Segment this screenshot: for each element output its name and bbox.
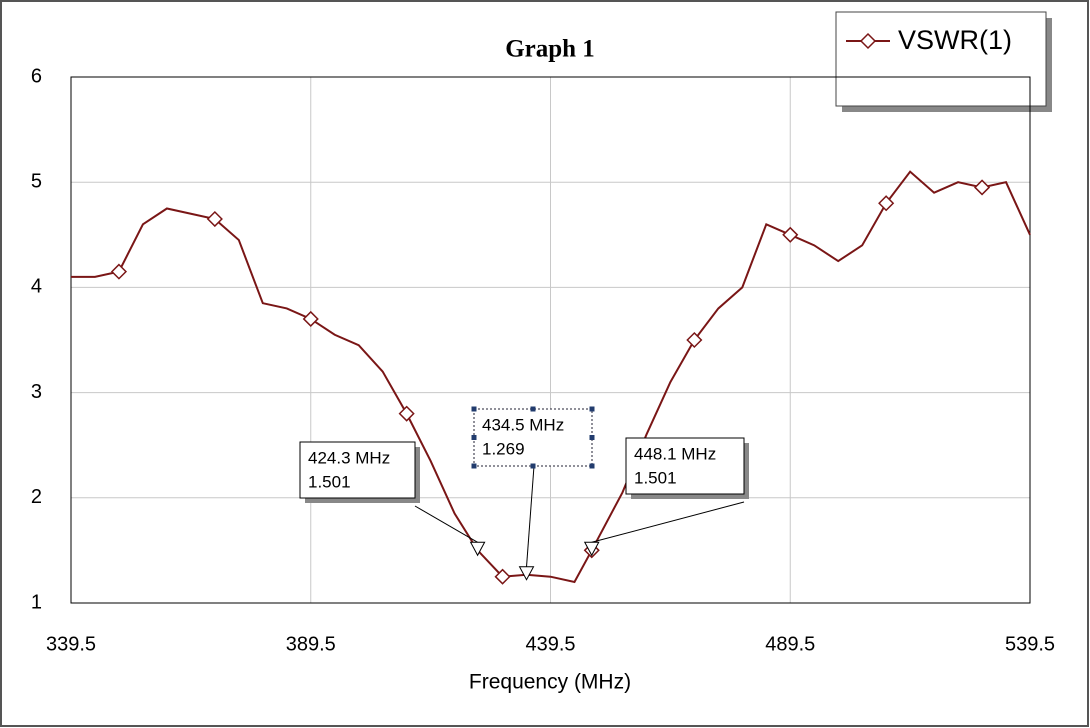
callout-value: 1.269: [482, 439, 525, 458]
selection-handle: [530, 406, 536, 412]
callout-leader: [526, 465, 535, 567]
selection-handle: [589, 406, 595, 412]
x-tick-label: 489.5: [765, 633, 815, 655]
callout-frequency: 448.1 MHz: [634, 444, 716, 463]
callout-value: 1.501: [634, 468, 677, 487]
selection-handle: [530, 463, 536, 469]
y-tick-label: 1: [31, 591, 42, 613]
callout-box: [625, 437, 745, 495]
x-tick-label: 539.5: [1005, 633, 1055, 655]
point-marker: [110, 263, 128, 280]
y-tick-label: 2: [31, 486, 42, 508]
selection-handle: [471, 435, 477, 440]
callout-box: [299, 441, 416, 499]
marker-triangle: [583, 541, 600, 557]
point-marker: [782, 226, 799, 243]
series-line: [71, 170, 1031, 584]
x-tick-label: 389.5: [286, 633, 336, 655]
marker-triangle: [469, 541, 486, 557]
point-marker: [206, 210, 223, 228]
selection-handle: [589, 435, 595, 440]
selection-handle: [471, 406, 477, 412]
selection-handle: [589, 463, 595, 469]
point-marker: [494, 568, 511, 585]
point-marker: [878, 195, 895, 212]
chart-title: Graph 1: [505, 36, 595, 63]
x-tick-label: 339.5: [46, 633, 96, 655]
marker-triangle: [518, 566, 535, 581]
point-marker: [973, 179, 991, 196]
legend-label: VSWR(1): [898, 25, 1012, 55]
callout-frequency: 434.5 MHz: [482, 415, 564, 434]
x-tick-label: 439.5: [525, 633, 575, 655]
x-axis-label: Frequency (MHz): [469, 671, 631, 694]
selection-handle: [471, 463, 477, 469]
point-marker: [686, 331, 703, 349]
callout-frequency: 424.3 MHz: [308, 448, 390, 467]
legend: [835, 11, 1047, 107]
plot-border: [70, 76, 1031, 604]
point-marker: [398, 405, 415, 422]
legend-marker: [859, 32, 877, 50]
callout-leader: [591, 501, 745, 543]
point-marker: [302, 310, 319, 328]
y-tick-label: 5: [31, 170, 42, 192]
callout-leader: [414, 505, 478, 543]
y-tick-label: 6: [31, 65, 42, 87]
callout-value: 1.501: [308, 472, 351, 491]
y-tick-label: 4: [31, 276, 42, 298]
y-tick-label: 3: [31, 381, 42, 403]
